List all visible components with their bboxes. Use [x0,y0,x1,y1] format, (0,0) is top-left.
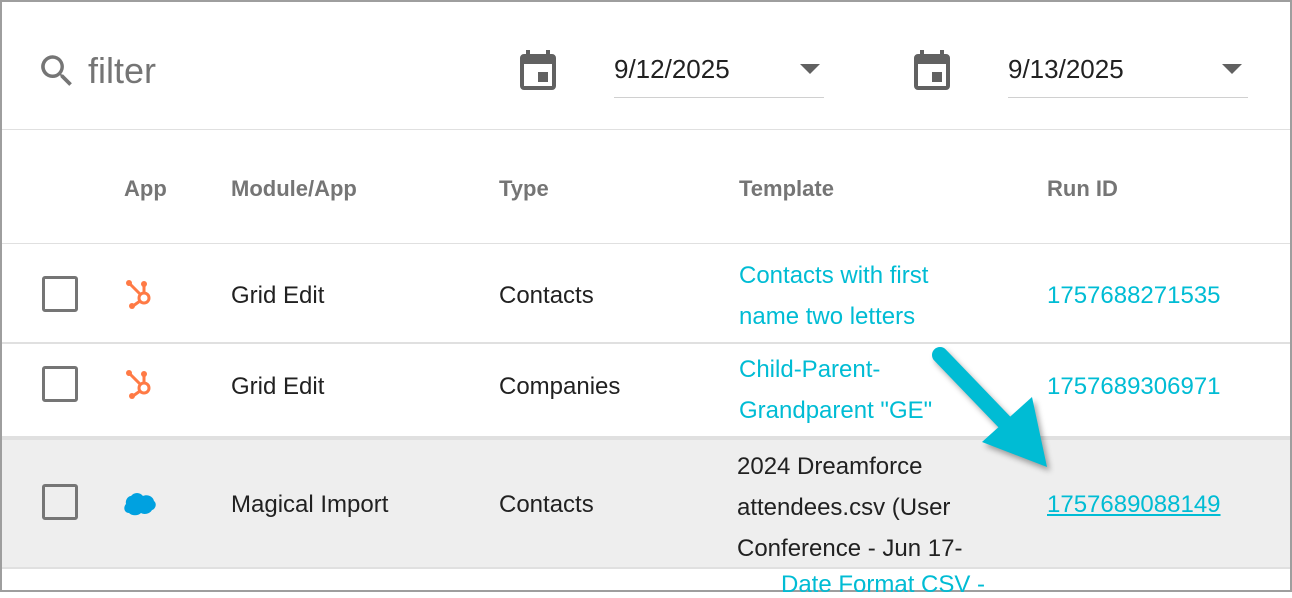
run-id-link[interactable]: 1757688271535 [1047,282,1221,309]
salesforce-icon [124,493,156,516]
template-link[interactable]: Child-Parent- Grandparent "GE" [739,349,932,431]
filter-bar: 9/12/2025 9/13/2025 [2,2,1290,130]
template-line: Contacts with first [739,262,929,289]
module-cell: Grid Edit [231,373,325,400]
template-link[interactable]: Contacts with first name two letters [739,255,928,337]
date-to-value: 9/13/2025 [1008,54,1124,84]
template-line: 2024 Dreamforce [737,453,923,480]
type-cell: Contacts [499,491,594,518]
template-cell: 2024 Dreamforce attendees.csv (User Conf… [737,446,962,569]
table-row: Grid Edit Companies Child-Parent- Grandp… [2,344,1290,438]
hubspot-icon [126,370,151,399]
template-line: Grandparent "GE" [739,397,933,424]
table-row: Grid Edit Contacts Contacts with first n… [2,244,1290,344]
template-line: Child-Parent- [739,356,881,383]
date-from-field[interactable]: 9/12/2025 [614,46,824,98]
column-header-app[interactable]: App [124,176,167,201]
calendar-icon[interactable] [514,48,562,96]
table-header: App Module/App Type Template Run ID [2,130,1290,244]
run-id-link[interactable]: 1757689088149 [1047,491,1221,518]
run-id-link[interactable]: 1757689306971 [1047,373,1221,400]
type-cell: Contacts [499,282,594,309]
table-row-highlighted: Magical Import Contacts 2024 Dreamforce … [2,438,1290,569]
search-icon [41,55,72,86]
column-header-type[interactable]: Type [499,176,549,201]
date-to-field[interactable]: 9/13/2025 [1008,46,1248,98]
row-checkbox[interactable] [42,276,78,312]
type-cell: Companies [499,373,621,400]
calendar-icon[interactable] [908,48,956,96]
template-line: name two letters [739,303,916,330]
annotation-arrow [932,347,1047,467]
column-header-run-id[interactable]: Run ID [1047,176,1118,201]
row-checkbox[interactable] [42,484,78,520]
chevron-down-icon[interactable] [800,64,820,74]
column-header-template[interactable]: Template [739,176,834,201]
template-link[interactable]: Date Format CSV - [781,571,986,598]
table-row: Date Format CSV - [2,569,1290,597]
row-checkbox[interactable] [42,366,78,402]
column-header-module[interactable]: Module/App [231,176,357,201]
template-line: attendees.csv (User [737,494,951,521]
module-cell: Magical Import [231,491,389,518]
chevron-down-icon[interactable] [1222,64,1242,74]
template-line: Conference - Jun 17- [737,535,963,562]
module-cell: Grid Edit [231,282,325,309]
filter-input[interactable] [88,50,388,92]
date-from-value: 9/12/2025 [614,54,730,84]
hubspot-icon [126,280,151,309]
